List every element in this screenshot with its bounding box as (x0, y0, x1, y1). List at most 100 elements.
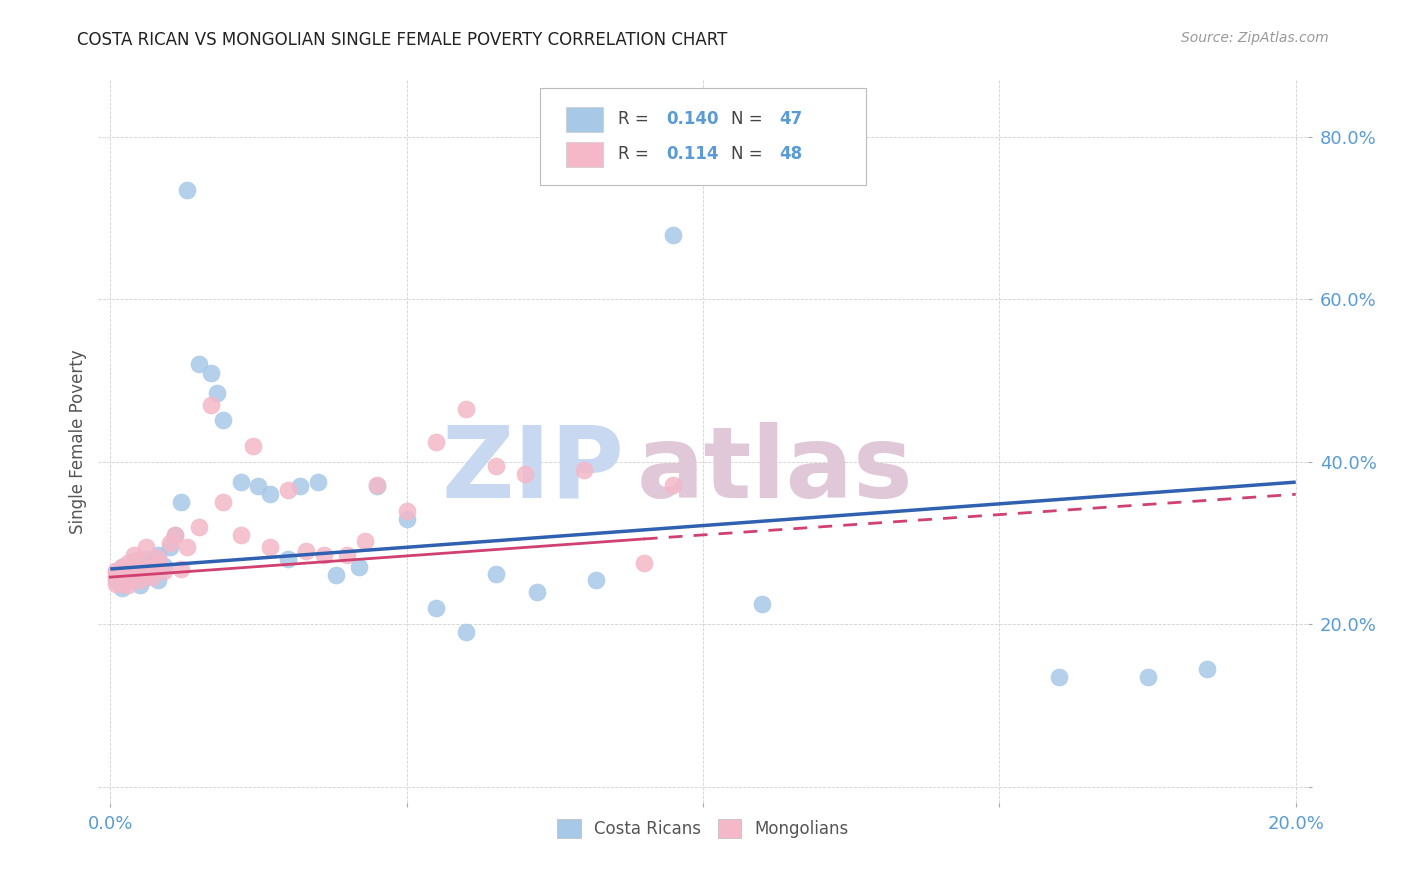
Text: 47: 47 (779, 110, 803, 128)
Point (146, 557, 169, 571)
Point (336, 548, 359, 562)
Point (122, 554, 145, 568)
Point (242, 439, 264, 453)
Point (354, 534, 377, 549)
Point (129, 578, 152, 592)
Point (259, 487, 281, 501)
Text: 48: 48 (779, 145, 803, 163)
Point (111, 560, 134, 574)
Point (141, 557, 163, 571)
Point (1047, 670, 1070, 684)
Point (146, 550, 169, 565)
Point (105, 568, 128, 582)
Point (111, 581, 134, 595)
Point (141, 570, 163, 584)
Point (135, 552, 157, 566)
Point (146, 548, 169, 562)
Point (105, 573, 128, 587)
Point (111, 560, 134, 574)
Point (141, 560, 163, 574)
Point (259, 540, 281, 554)
Point (176, 183, 198, 197)
Point (366, 477, 388, 491)
Point (105, 570, 128, 584)
Point (515, 467, 537, 481)
Point (117, 578, 139, 592)
Point (105, 565, 128, 579)
Text: ZIP: ZIP (441, 422, 624, 519)
Point (205, 385, 228, 400)
Point (129, 566, 152, 581)
Point (200, 398, 222, 412)
Point (105, 565, 128, 579)
Text: N =: N = (731, 110, 768, 128)
Point (135, 540, 157, 554)
Y-axis label: Single Female Poverty: Single Female Poverty (69, 350, 87, 533)
Point (454, 402, 477, 417)
Point (111, 576, 134, 591)
Point (288, 479, 311, 493)
Point (105, 576, 128, 591)
Text: N =: N = (731, 145, 768, 163)
Point (484, 458, 506, 473)
Point (395, 503, 418, 517)
Point (188, 358, 211, 372)
Text: Source: ZipAtlas.com: Source: ZipAtlas.com (1181, 31, 1329, 45)
FancyBboxPatch shape (540, 87, 866, 185)
Point (188, 520, 211, 534)
Text: 0.140: 0.140 (666, 110, 720, 128)
Point (1136, 670, 1159, 684)
Text: 0.114: 0.114 (666, 145, 720, 163)
Point (165, 528, 187, 542)
Point (129, 552, 152, 566)
Point (633, 557, 655, 571)
Point (135, 570, 157, 584)
Point (347, 560, 370, 574)
Point (117, 562, 139, 576)
Point (247, 479, 270, 493)
Point (425, 601, 447, 615)
Point (295, 544, 318, 558)
Point (176, 540, 198, 554)
Point (117, 568, 139, 582)
Point (129, 573, 152, 587)
Point (212, 412, 235, 426)
Point (277, 483, 299, 498)
Point (165, 528, 187, 542)
Text: R =: R = (619, 145, 659, 163)
Point (152, 565, 174, 579)
Point (141, 565, 163, 579)
Point (111, 562, 134, 576)
Point (111, 566, 134, 581)
Point (325, 568, 347, 582)
Point (229, 528, 252, 542)
Point (366, 479, 388, 493)
Point (111, 576, 134, 591)
Point (122, 573, 145, 587)
Text: COSTA RICAN VS MONGOLIAN SINGLE FEMALE POVERTY CORRELATION CHART: COSTA RICAN VS MONGOLIAN SINGLE FEMALE P… (77, 31, 728, 49)
Legend: Costa Ricans, Mongolians: Costa Ricans, Mongolians (551, 813, 855, 845)
Point (135, 566, 157, 581)
Point (129, 565, 152, 579)
Text: R =: R = (619, 110, 654, 128)
Text: atlas: atlas (637, 422, 912, 519)
Point (425, 434, 447, 449)
Point (277, 552, 299, 566)
Point (117, 557, 139, 571)
Point (212, 495, 235, 509)
Point (312, 548, 335, 562)
Point (574, 463, 596, 477)
Point (662, 477, 685, 491)
Point (117, 573, 139, 587)
Point (395, 511, 418, 525)
Point (662, 227, 685, 242)
Point (484, 566, 506, 581)
Point (129, 560, 152, 574)
Point (200, 366, 222, 380)
Point (526, 584, 548, 599)
FancyBboxPatch shape (567, 142, 603, 167)
Point (170, 495, 193, 509)
Point (122, 548, 145, 562)
Point (122, 568, 145, 582)
Point (159, 536, 181, 550)
